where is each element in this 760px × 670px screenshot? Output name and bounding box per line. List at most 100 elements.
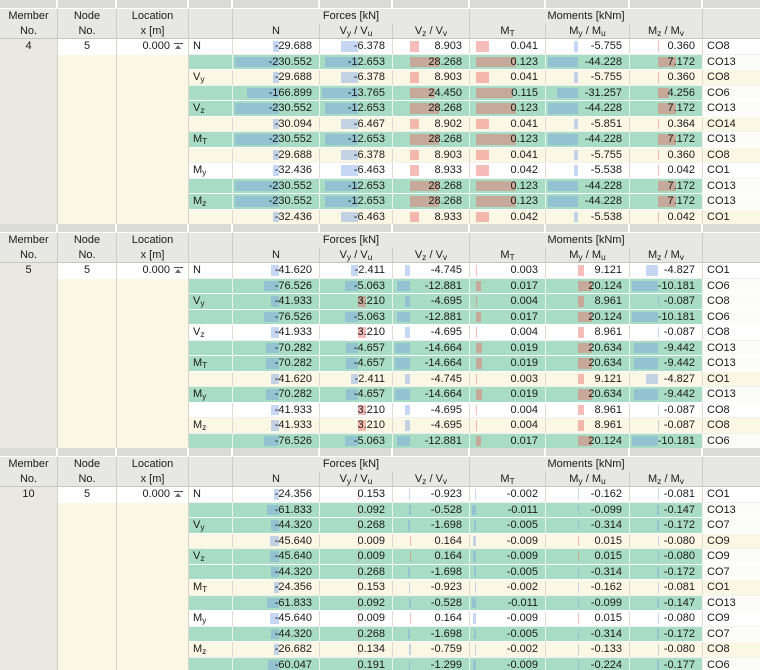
value-cell-mz[interactable]: 4.256: [630, 85, 703, 100]
value-cell-mt[interactable]: 0.041: [470, 147, 546, 162]
value-cell-n[interactable]: -230.552: [233, 101, 320, 116]
value-cell-n[interactable]: -45.640: [233, 549, 320, 564]
result-row[interactable]: Vy -29.688 -6.378 8.903 0.041 -5.755 0.360 CO8: [189, 70, 760, 86]
row-type-label-cell[interactable]: Mz: [189, 194, 233, 209]
value-cell-mt[interactable]: 0.017: [470, 309, 546, 324]
combination-cell[interactable]: CO13: [703, 194, 760, 209]
value-cell-vy[interactable]: -12.653: [320, 101, 393, 116]
value-cell-vz[interactable]: 8.903: [393, 147, 470, 162]
value-cell-my[interactable]: -44.228: [546, 101, 630, 116]
row-type-label-cell[interactable]: N: [189, 263, 233, 278]
row-type-label-cell[interactable]: [189, 402, 233, 417]
value-cell-vy[interactable]: -5.063: [320, 433, 393, 448]
result-row[interactable]: -30.094 -6.467 8.902 0.041 -5.851 0.364 CO14: [189, 116, 760, 132]
row-type-label-cell[interactable]: Vy: [189, 294, 233, 309]
result-row[interactable]: Vz -41.933 3.210 -4.695 0.004 8.961 -0.087 CO8: [189, 325, 760, 341]
location-cell[interactable]: 0.000: [117, 39, 189, 224]
result-row[interactable]: -29.688 -6.378 8.903 0.041 -5.755 0.360 CO8: [189, 147, 760, 163]
value-cell-mz[interactable]: -9.442: [630, 356, 703, 371]
value-cell-mt[interactable]: 0.004: [470, 418, 546, 433]
value-cell-n[interactable]: -44.320: [233, 626, 320, 641]
value-cell-my[interactable]: -44.228: [546, 132, 630, 147]
value-cell-vz[interactable]: 28.268: [393, 178, 470, 193]
combination-cell[interactable]: CO13: [703, 387, 760, 402]
combination-cell[interactable]: CO6: [703, 309, 760, 324]
result-row[interactable]: N -24.356 0.153 -0.923 -0.002 -0.162 -0.081 CO1: [189, 487, 760, 503]
result-row[interactable]: Vy -44.320 0.268 -1.698 -0.005 -0.314 -0.172 CO…: [189, 518, 760, 534]
row-type-label-cell[interactable]: N: [189, 487, 233, 502]
row-type-label-cell[interactable]: Vy: [189, 518, 233, 533]
member-number-cell[interactable]: 5: [0, 263, 58, 448]
value-cell-vy[interactable]: -2.411: [320, 371, 393, 386]
value-cell-mt[interactable]: 0.004: [470, 294, 546, 309]
value-cell-mz[interactable]: -4.827: [630, 263, 703, 278]
value-cell-n[interactable]: -60.047: [233, 657, 320, 670]
value-cell-n[interactable]: -41.933: [233, 402, 320, 417]
value-cell-mt[interactable]: 0.004: [470, 325, 546, 340]
combination-cell[interactable]: CO6: [703, 433, 760, 448]
location-cell[interactable]: 0.000: [117, 263, 189, 448]
extreme-values-icon[interactable]: [174, 266, 183, 274]
value-cell-mz[interactable]: 0.042: [630, 163, 703, 178]
value-cell-my[interactable]: 9.121: [546, 263, 630, 278]
value-cell-my[interactable]: 20.634: [546, 356, 630, 371]
value-cell-mt[interactable]: 0.123: [470, 101, 546, 116]
value-cell-my[interactable]: 0.015: [546, 611, 630, 626]
value-cell-mt[interactable]: 0.123: [470, 178, 546, 193]
value-cell-mt[interactable]: 0.123: [470, 132, 546, 147]
result-row[interactable]: -32.436 -6.463 8.933 0.042 -5.538 0.042 CO1: [189, 209, 760, 224]
value-cell-my[interactable]: 8.961: [546, 294, 630, 309]
value-cell-vy[interactable]: -5.063: [320, 278, 393, 293]
value-cell-mt[interactable]: 0.123: [470, 194, 546, 209]
combination-cell[interactable]: CO1: [703, 209, 760, 224]
value-cell-my[interactable]: -0.224: [546, 657, 630, 670]
result-row[interactable]: MT -24.356 0.153 -0.923 -0.002 -0.162 -0.081 CO…: [189, 580, 760, 596]
value-cell-vz[interactable]: -0.528: [393, 502, 470, 517]
value-cell-vy[interactable]: -12.653: [320, 54, 393, 69]
value-cell-mt[interactable]: 0.115: [470, 85, 546, 100]
combination-cell[interactable]: CO13: [703, 595, 760, 610]
value-cell-n[interactable]: -70.282: [233, 387, 320, 402]
combination-cell[interactable]: CO1: [703, 580, 760, 595]
value-cell-n[interactable]: -230.552: [233, 54, 320, 69]
combination-cell[interactable]: CO13: [703, 101, 760, 116]
value-cell-vz[interactable]: 8.933: [393, 163, 470, 178]
combination-cell[interactable]: CO13: [703, 54, 760, 69]
result-row[interactable]: -41.620 -2.411 -4.745 0.003 9.121 -4.827 CO1: [189, 371, 760, 387]
value-cell-vz[interactable]: 0.164: [393, 611, 470, 626]
value-cell-vy[interactable]: -6.378: [320, 39, 393, 54]
value-cell-vz[interactable]: -14.664: [393, 387, 470, 402]
value-cell-vz[interactable]: -0.528: [393, 595, 470, 610]
value-cell-vz[interactable]: 28.268: [393, 132, 470, 147]
value-cell-n[interactable]: -24.356: [233, 487, 320, 502]
combination-cell[interactable]: CO9: [703, 611, 760, 626]
row-type-label-cell[interactable]: [189, 433, 233, 448]
value-cell-my[interactable]: -0.314: [546, 564, 630, 579]
value-cell-mt[interactable]: -0.011: [470, 502, 546, 517]
value-cell-n[interactable]: -76.526: [233, 433, 320, 448]
combination-cell[interactable]: CO8: [703, 402, 760, 417]
combination-cell[interactable]: CO7: [703, 626, 760, 641]
row-type-label-cell[interactable]: My: [189, 163, 233, 178]
row-type-label-cell[interactable]: Mz: [189, 418, 233, 433]
value-cell-vz[interactable]: -4.745: [393, 263, 470, 278]
value-cell-vz[interactable]: -14.664: [393, 356, 470, 371]
value-cell-mz[interactable]: -0.081: [630, 580, 703, 595]
value-cell-n[interactable]: -41.933: [233, 294, 320, 309]
value-cell-mt[interactable]: 0.019: [470, 387, 546, 402]
value-cell-vy[interactable]: 0.191: [320, 657, 393, 670]
value-cell-vz[interactable]: -12.881: [393, 278, 470, 293]
combination-cell[interactable]: CO8: [703, 418, 760, 433]
value-cell-vy[interactable]: 0.009: [320, 533, 393, 548]
value-cell-my[interactable]: 0.015: [546, 549, 630, 564]
combination-cell[interactable]: CO9: [703, 549, 760, 564]
value-cell-mt[interactable]: 0.019: [470, 356, 546, 371]
result-row[interactable]: Mz -26.682 0.134 -0.759 -0.002 -0.133 -0.080 CO…: [189, 642, 760, 658]
combination-cell[interactable]: CO8: [703, 39, 760, 54]
value-cell-mt[interactable]: 0.041: [470, 116, 546, 131]
row-type-label-cell[interactable]: [189, 371, 233, 386]
result-row[interactable]: My -45.640 0.009 0.164 -0.009 0.015 -0.080 CO9: [189, 611, 760, 627]
result-row[interactable]: -61.833 0.092 -0.528 -0.011 -0.099 -0.147 CO13: [189, 595, 760, 611]
value-cell-mz[interactable]: 7.172: [630, 194, 703, 209]
value-cell-my[interactable]: -0.099: [546, 595, 630, 610]
